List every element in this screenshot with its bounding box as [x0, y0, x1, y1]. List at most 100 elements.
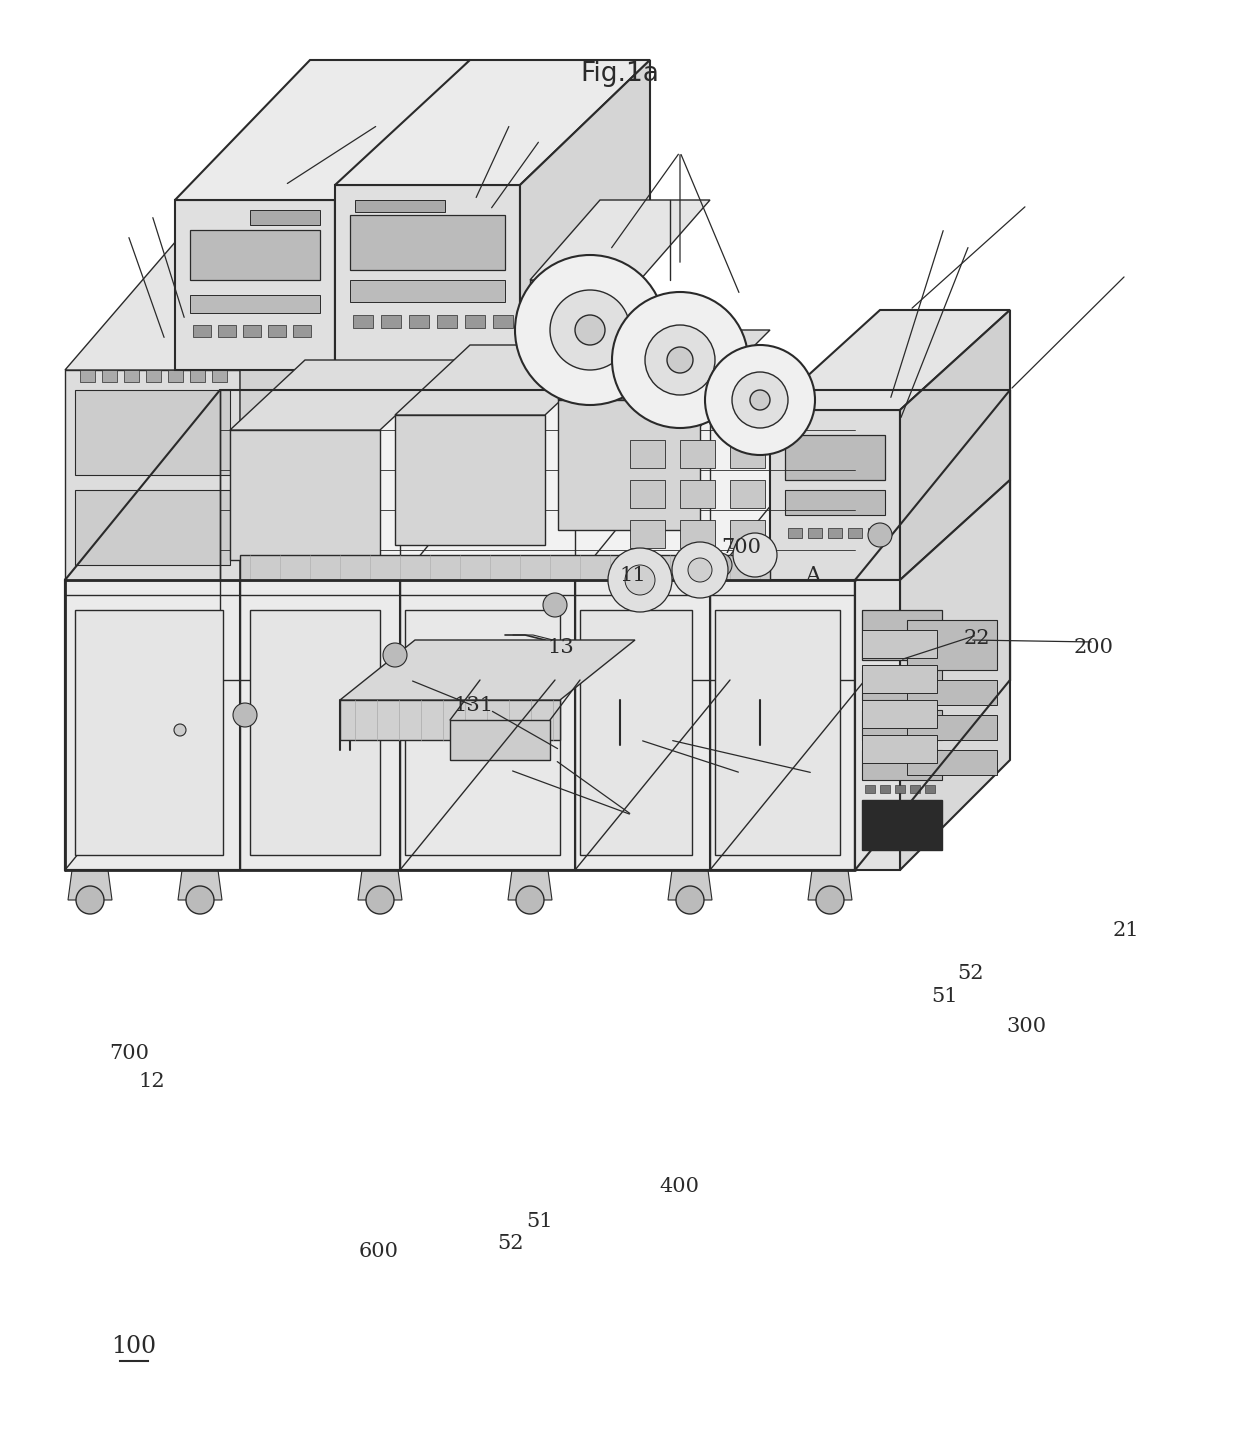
Circle shape — [706, 344, 815, 454]
Circle shape — [645, 324, 715, 394]
Bar — [381, 314, 401, 329]
Bar — [243, 324, 260, 337]
Bar — [193, 324, 211, 337]
Bar — [730, 480, 765, 507]
Polygon shape — [340, 700, 560, 740]
Bar — [74, 390, 229, 474]
Polygon shape — [64, 370, 241, 580]
Bar — [102, 370, 117, 382]
Text: 131: 131 — [454, 696, 494, 716]
Bar — [680, 440, 715, 469]
Polygon shape — [558, 400, 701, 530]
Text: 400: 400 — [660, 1176, 699, 1196]
Bar — [862, 610, 942, 660]
Bar — [906, 680, 997, 704]
Bar — [250, 610, 379, 855]
Text: 51: 51 — [931, 986, 959, 1006]
Bar — [862, 750, 942, 780]
Circle shape — [551, 290, 630, 370]
Circle shape — [625, 564, 655, 594]
Circle shape — [233, 703, 257, 727]
Bar — [680, 520, 715, 547]
Circle shape — [383, 643, 407, 667]
Text: 600: 600 — [358, 1242, 398, 1262]
Polygon shape — [808, 870, 852, 900]
Text: 700: 700 — [722, 537, 761, 557]
Circle shape — [667, 347, 693, 373]
Bar — [862, 735, 937, 763]
Polygon shape — [175, 200, 335, 370]
Circle shape — [515, 254, 665, 404]
Text: 51: 51 — [526, 1212, 553, 1232]
Bar — [580, 610, 692, 855]
Polygon shape — [335, 60, 470, 370]
Bar — [436, 314, 458, 329]
Bar — [910, 785, 920, 793]
Bar — [730, 520, 765, 547]
Text: 700: 700 — [109, 1043, 149, 1063]
Polygon shape — [64, 390, 1011, 580]
Polygon shape — [900, 480, 1011, 870]
Polygon shape — [241, 190, 396, 580]
Bar — [906, 714, 997, 740]
Bar — [808, 527, 822, 537]
Text: Fig.1a: Fig.1a — [580, 61, 660, 87]
Polygon shape — [229, 430, 379, 560]
Bar — [74, 490, 229, 564]
Bar — [167, 370, 184, 382]
Text: A: A — [805, 566, 820, 586]
Circle shape — [76, 886, 104, 915]
Circle shape — [676, 886, 704, 915]
Circle shape — [868, 523, 892, 547]
Bar — [680, 480, 715, 507]
Bar — [862, 700, 937, 727]
Bar — [268, 324, 286, 337]
Polygon shape — [856, 580, 900, 870]
Circle shape — [186, 886, 215, 915]
Text: 52: 52 — [957, 963, 985, 983]
Polygon shape — [340, 640, 635, 700]
Bar — [81, 370, 95, 382]
Text: 200: 200 — [1074, 637, 1114, 657]
Bar — [250, 210, 320, 224]
Text: 13: 13 — [547, 637, 574, 657]
Polygon shape — [64, 580, 856, 870]
Bar — [787, 527, 802, 537]
Bar — [494, 314, 513, 329]
Bar — [715, 610, 839, 855]
Text: 22: 22 — [963, 629, 991, 649]
Polygon shape — [229, 360, 455, 430]
Bar — [405, 610, 560, 855]
Polygon shape — [179, 870, 222, 900]
Text: 12: 12 — [138, 1072, 165, 1092]
Polygon shape — [64, 190, 396, 370]
Polygon shape — [396, 344, 620, 414]
Text: 52: 52 — [497, 1233, 525, 1253]
Bar — [350, 280, 505, 302]
Polygon shape — [175, 60, 470, 200]
Bar — [906, 750, 997, 775]
Circle shape — [174, 725, 186, 736]
Bar — [925, 785, 935, 793]
Circle shape — [750, 390, 770, 410]
Bar — [355, 200, 445, 211]
Bar — [630, 520, 665, 547]
Polygon shape — [900, 310, 1011, 580]
Polygon shape — [508, 870, 552, 900]
Text: 11: 11 — [619, 566, 646, 586]
Circle shape — [608, 547, 672, 612]
Polygon shape — [558, 330, 770, 400]
Bar — [862, 630, 937, 657]
Bar — [190, 230, 320, 280]
Circle shape — [708, 553, 732, 577]
Polygon shape — [520, 60, 650, 370]
Polygon shape — [529, 200, 711, 280]
Bar — [862, 670, 942, 700]
Bar — [212, 370, 227, 382]
Circle shape — [688, 557, 712, 582]
Bar — [906, 620, 997, 670]
Polygon shape — [335, 184, 520, 370]
Circle shape — [575, 314, 605, 344]
Circle shape — [613, 292, 748, 429]
Polygon shape — [529, 280, 640, 370]
